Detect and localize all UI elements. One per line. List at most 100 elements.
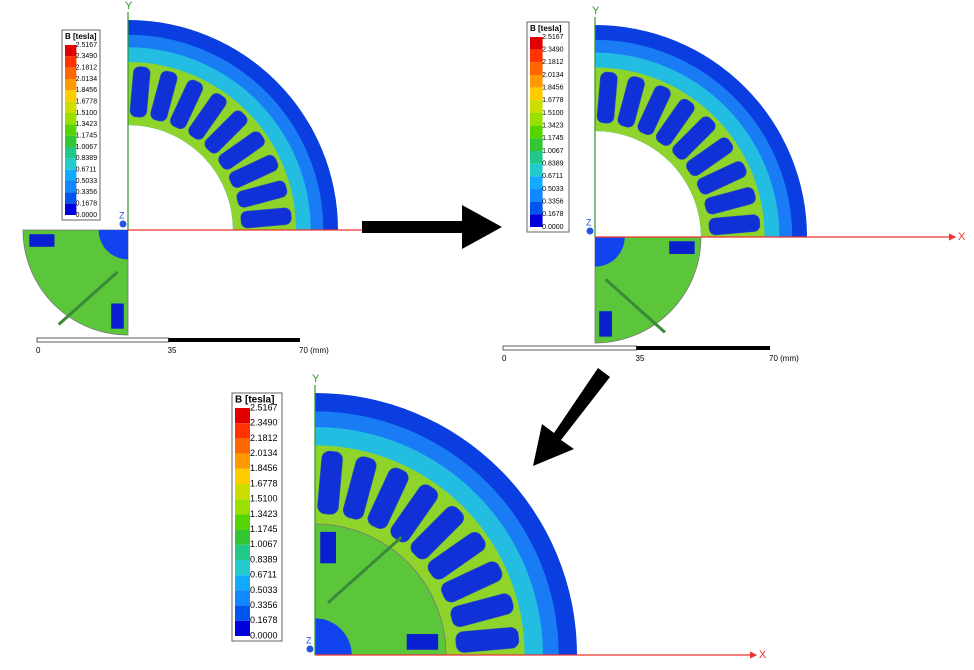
legend-swatch — [65, 79, 77, 91]
legend-swatch — [235, 423, 250, 439]
legend-swatch — [530, 214, 543, 227]
scale-bar-white — [502, 345, 637, 351]
legend-label: 1.5100 — [250, 494, 278, 504]
legend-label: 0.8389 — [542, 161, 564, 168]
slot — [228, 154, 279, 188]
legend-swatch — [530, 75, 543, 88]
legend-label: 1.1745 — [76, 133, 98, 140]
scale-bar-label: 35 — [168, 346, 177, 355]
legend-swatch — [530, 176, 543, 189]
legend-swatch — [65, 192, 77, 204]
legend-label: 1.3423 — [76, 121, 98, 128]
legend-swatch — [235, 560, 250, 576]
legend-swatch — [530, 201, 543, 215]
z-axis-label: Z — [119, 210, 125, 220]
scale-bar-black — [636, 346, 770, 350]
slot — [390, 484, 439, 543]
legend-title: B [tesla] — [530, 24, 562, 33]
legend-label: 1.5100 — [542, 110, 564, 117]
slot — [129, 66, 151, 118]
legend-swatch — [530, 37, 543, 50]
legend-swatch — [65, 181, 77, 193]
arrow-right — [362, 205, 502, 249]
legend-swatch — [235, 438, 250, 454]
legend-label: 2.3490 — [542, 47, 564, 54]
z-axis-label: Z — [306, 635, 312, 645]
legend-label: 1.1745 — [542, 135, 564, 142]
slot — [410, 506, 464, 560]
y-axis-label: Y — [312, 373, 320, 385]
legend-label: 0.8389 — [250, 554, 278, 564]
slot — [170, 79, 204, 130]
machine — [314, 393, 577, 656]
rotor-core — [98, 230, 128, 260]
rotor-pole — [320, 531, 336, 564]
rotor-pole — [111, 303, 124, 329]
slot — [240, 207, 292, 229]
legend-label: 1.8456 — [542, 85, 564, 92]
scale-bar-label: 35 — [636, 354, 645, 363]
slot — [672, 116, 716, 160]
z-axis-label: Z — [586, 217, 592, 227]
legend-label: 2.0134 — [250, 448, 278, 458]
slot — [704, 187, 756, 215]
x-axis-label: X — [958, 231, 966, 243]
legend-label: 1.8456 — [250, 463, 278, 473]
legend-swatch — [235, 605, 250, 621]
legend-swatch — [65, 101, 77, 113]
legend-label: 1.0067 — [542, 148, 564, 155]
rotor-pole — [29, 234, 55, 247]
legend-label: 0.1678 — [76, 201, 98, 208]
legend-title: B [tesla] — [65, 32, 97, 41]
legend-label: 1.0067 — [250, 539, 278, 549]
legend-swatch — [65, 124, 77, 136]
rotor-core — [315, 618, 352, 655]
legend: B [tesla]2.5167 2.3490 2.1812 2.0134 1.8456 1… — [526, 21, 570, 233]
legend-label: 1.1745 — [250, 524, 278, 534]
slot — [188, 93, 227, 140]
slot — [686, 137, 734, 177]
legend-swatch — [530, 125, 543, 139]
legend-swatch — [65, 135, 77, 147]
scale-bar-label: 70 (mm) — [769, 354, 799, 363]
slot — [150, 70, 178, 122]
legend-swatch — [235, 529, 250, 545]
legend-swatch — [65, 67, 77, 79]
legend-label: 1.5100 — [76, 110, 98, 117]
rotor — [22, 229, 129, 336]
legend-swatch — [65, 158, 77, 170]
legend-label: 0.1678 — [250, 615, 278, 625]
rotor-magnet — [57, 270, 119, 326]
legend-swatch — [235, 408, 250, 424]
legend-swatch — [235, 468, 250, 484]
y-axis-label: Y — [125, 0, 133, 12]
legend-label: 0.8389 — [76, 155, 98, 162]
slot — [236, 180, 288, 208]
slot — [342, 456, 377, 520]
legend-label: 0.1678 — [542, 211, 564, 218]
legend-swatch — [235, 499, 250, 515]
legend-swatch — [65, 147, 77, 159]
legend-label: 2.1812 — [250, 433, 278, 443]
legend-label: 0.0000 — [542, 224, 564, 231]
legend-swatch — [235, 453, 250, 469]
legend-label: 2.0134 — [542, 72, 564, 79]
legend-swatch — [235, 544, 250, 560]
legend-label: 1.6778 — [542, 97, 564, 104]
legend: B [tesla]2.5167 2.3490 2.1812 2.0134 1.8456 1… — [61, 29, 101, 221]
panels: YZB [tesla]2.51672.34902.18122.01341.845… — [22, 0, 966, 661]
rotor-magnet — [327, 535, 403, 604]
legend-label: 2.5167 — [250, 402, 278, 412]
rotor — [314, 523, 447, 656]
scale-bar-label: 0 — [502, 354, 507, 363]
legend-label: 0.6711 — [542, 173, 563, 180]
legend-swatch — [530, 49, 543, 63]
slot — [450, 593, 514, 628]
legend-swatch — [65, 56, 77, 68]
legend-label: 0.0000 — [76, 212, 98, 219]
legend-swatch — [235, 484, 250, 500]
legend-label: 1.3423 — [542, 123, 564, 130]
legend-label: 1.6778 — [250, 478, 278, 488]
slot — [455, 627, 520, 653]
legend-label: 2.3490 — [250, 418, 278, 428]
